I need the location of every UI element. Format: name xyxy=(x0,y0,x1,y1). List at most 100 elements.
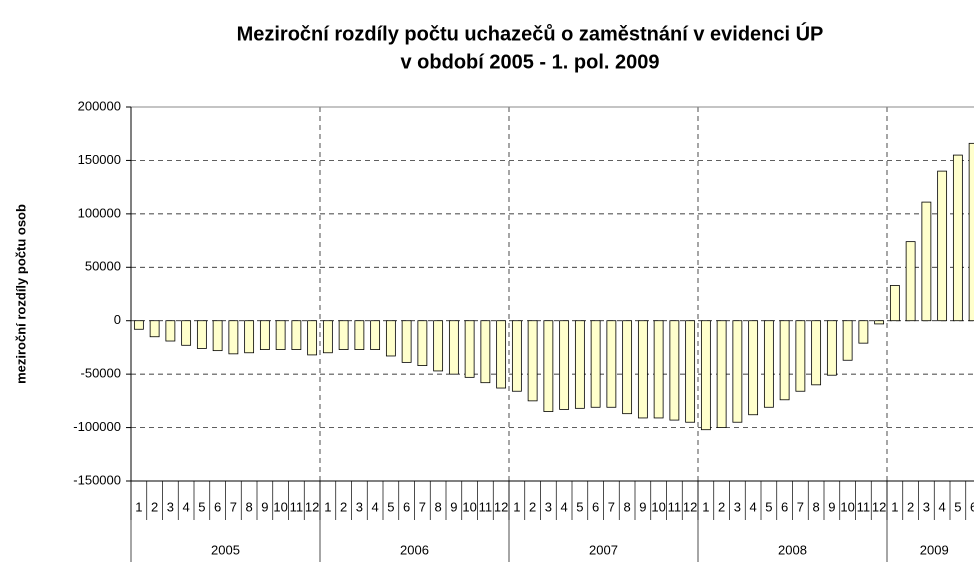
x-tick-label: 1 xyxy=(135,499,142,514)
bar xyxy=(307,320,318,356)
x-group-label: 2005 xyxy=(211,542,240,557)
bar xyxy=(968,142,974,322)
x-tick-label: 12 xyxy=(872,499,886,514)
x-tick-label: 9 xyxy=(261,499,268,514)
x-tick-label: 1 xyxy=(324,499,331,514)
x-tick-label: 6 xyxy=(970,499,974,514)
x-tick-label: 10 xyxy=(651,499,665,514)
x-tick-label: 11 xyxy=(857,499,871,514)
bar xyxy=(795,320,806,392)
bar xyxy=(149,320,160,338)
x-tick-label: 3 xyxy=(167,499,174,514)
bar xyxy=(259,320,270,350)
bar xyxy=(921,201,932,322)
bar xyxy=(622,320,633,415)
bar xyxy=(685,320,696,423)
x-tick-label: 4 xyxy=(372,499,379,514)
chart-title: v období 2005 - 1. pol. 2009 xyxy=(401,51,660,73)
x-tick-label: 3 xyxy=(545,499,552,514)
y-tick-label: -100000 xyxy=(73,419,121,434)
bar xyxy=(716,320,727,428)
x-tick-label: 4 xyxy=(183,499,190,514)
bar xyxy=(905,241,916,322)
y-tick-label: -150000 xyxy=(73,472,121,487)
bar xyxy=(433,320,444,372)
x-tick-label: 2 xyxy=(718,499,725,514)
bar xyxy=(244,320,255,354)
x-tick-label: 4 xyxy=(939,499,946,514)
y-tick-label: 100000 xyxy=(78,205,121,220)
x-tick-label: 11 xyxy=(479,499,493,514)
x-tick-label: 2 xyxy=(907,499,914,514)
x-tick-label: 1 xyxy=(702,499,709,514)
bar xyxy=(496,320,507,389)
bar xyxy=(842,320,853,361)
y-tick-label: 0 xyxy=(114,312,121,327)
x-tick-label: 8 xyxy=(813,499,820,514)
x-group-label: 2009 xyxy=(920,542,949,557)
bar xyxy=(401,320,412,363)
x-group-label: 2007 xyxy=(589,542,618,557)
x-tick-label: 8 xyxy=(435,499,442,514)
bar xyxy=(511,320,522,392)
bar xyxy=(480,320,491,384)
x-tick-label: 10 xyxy=(840,499,854,514)
x-tick-label: 2 xyxy=(151,499,158,514)
x-tick-label: 10 xyxy=(462,499,476,514)
bar xyxy=(669,320,680,421)
y-tick-label: 200000 xyxy=(78,98,121,113)
x-tick-label: 12 xyxy=(494,499,508,514)
bar xyxy=(527,320,538,402)
x-tick-label: 3 xyxy=(356,499,363,514)
x-tick-label: 6 xyxy=(403,499,410,514)
x-tick-label: 6 xyxy=(592,499,599,514)
chart-title: Meziroční rozdíly počtu uchazečů o zaměs… xyxy=(237,21,824,45)
x-tick-label: 7 xyxy=(797,499,804,514)
x-tick-label: 5 xyxy=(765,499,772,514)
x-tick-label: 11 xyxy=(290,499,304,514)
x-tick-label: 5 xyxy=(387,499,394,514)
bar xyxy=(228,320,239,355)
x-tick-label: 3 xyxy=(734,499,741,514)
x-tick-label: 12 xyxy=(305,499,319,514)
x-group-label: 2008 xyxy=(778,542,807,557)
x-tick-label: 9 xyxy=(639,499,646,514)
bar xyxy=(291,320,302,350)
x-tick-label: 7 xyxy=(419,499,426,514)
x-tick-label: 4 xyxy=(561,499,568,514)
bar xyxy=(275,320,286,350)
x-tick-label: 1 xyxy=(891,499,898,514)
x-tick-label: 12 xyxy=(683,499,697,514)
bar xyxy=(606,320,617,408)
bar xyxy=(370,320,381,350)
bar xyxy=(779,320,790,401)
bar xyxy=(338,320,349,350)
bar xyxy=(637,320,648,419)
bar xyxy=(417,320,428,366)
bar xyxy=(826,320,837,376)
bar xyxy=(590,320,601,408)
y-tick-label: 50000 xyxy=(85,259,121,274)
x-tick-label: 9 xyxy=(828,499,835,514)
x-tick-label: 8 xyxy=(624,499,631,514)
bar xyxy=(559,320,570,410)
x-tick-label: 11 xyxy=(668,499,682,514)
bar xyxy=(448,320,459,375)
y-tick-label: -50000 xyxy=(81,366,121,381)
x-tick-label: 2 xyxy=(340,499,347,514)
bar xyxy=(133,320,144,330)
x-tick-label: 6 xyxy=(214,499,221,514)
x-tick-label: 3 xyxy=(923,499,930,514)
bar xyxy=(196,320,207,349)
bar xyxy=(858,320,869,344)
bar xyxy=(748,320,759,416)
bar xyxy=(889,285,900,322)
bar xyxy=(653,320,664,419)
bar xyxy=(354,320,365,350)
bar xyxy=(212,320,223,352)
bar xyxy=(181,320,192,346)
x-tick-label: 1 xyxy=(513,499,520,514)
bar xyxy=(385,320,396,357)
y-axis-label: meziroční rozdíly počtu osob xyxy=(13,204,28,384)
